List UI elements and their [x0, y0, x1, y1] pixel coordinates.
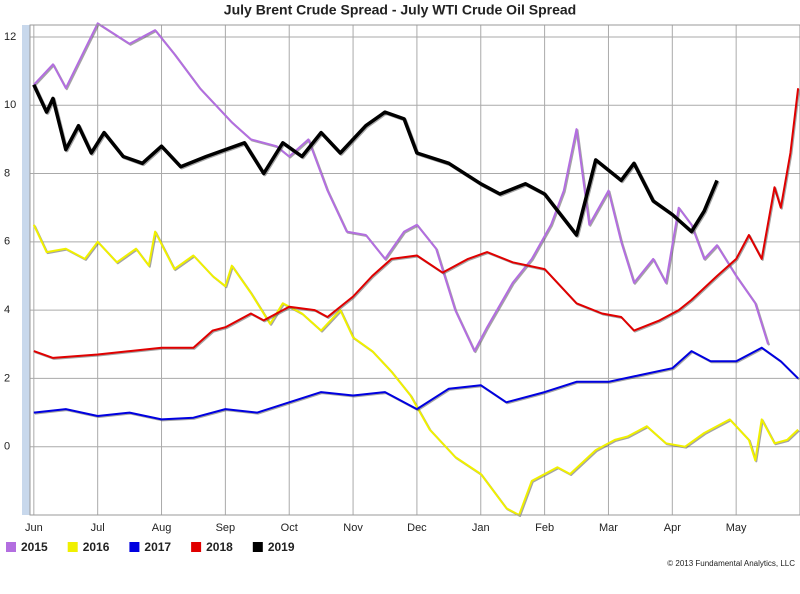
x-tick-label: May — [726, 522, 747, 534]
x-tick-label: Apr — [664, 522, 681, 534]
x-tick-label: Nov — [343, 522, 363, 534]
legend-swatch — [252, 542, 263, 552]
y-tick-label: 6 — [4, 236, 10, 248]
axis-strip — [22, 25, 30, 515]
x-tick-label: Jun — [25, 522, 43, 534]
x-tick-label: Aug — [152, 522, 172, 534]
footnote: © 2013 Fundamental Analytics, LLC — [667, 559, 795, 568]
x-tick-label: Jul — [91, 522, 105, 534]
x-tick-label: Feb — [535, 522, 554, 534]
y-tick-label: 2 — [4, 372, 10, 384]
series-line — [32, 84, 719, 237]
legend-label: 2018 — [206, 540, 233, 554]
series-line — [32, 224, 799, 516]
y-tick-label: 10 — [4, 99, 16, 111]
x-tick-label: Jan — [472, 522, 490, 534]
x-tick-label: Sep — [216, 522, 236, 534]
legend-swatch — [129, 542, 140, 552]
series-line — [33, 346, 799, 421]
legend-swatch — [191, 542, 202, 552]
y-tick-label: 8 — [4, 167, 10, 179]
y-tick-label: 0 — [4, 441, 10, 453]
legend-label: 2017 — [144, 540, 171, 554]
x-tick-label: Mar — [599, 522, 618, 534]
chart-title: July Brent Crude Spread - July WTI Crude… — [224, 2, 576, 18]
y-tick-label: 12 — [4, 31, 16, 43]
plot-border — [29, 24, 800, 516]
x-tick-label: Oct — [281, 522, 298, 534]
series-line — [33, 88, 800, 359]
series-line — [33, 22, 770, 353]
legend-swatch — [6, 542, 16, 552]
y-tick-label: 4 — [4, 304, 10, 316]
plot-area — [29, 24, 800, 516]
legend-label: 2016 — [83, 540, 110, 554]
legend-swatch — [67, 542, 78, 552]
legend-label: 2019 — [268, 540, 295, 554]
legend-label: 2015 — [21, 540, 48, 554]
x-tick-label: Dec — [407, 522, 427, 534]
